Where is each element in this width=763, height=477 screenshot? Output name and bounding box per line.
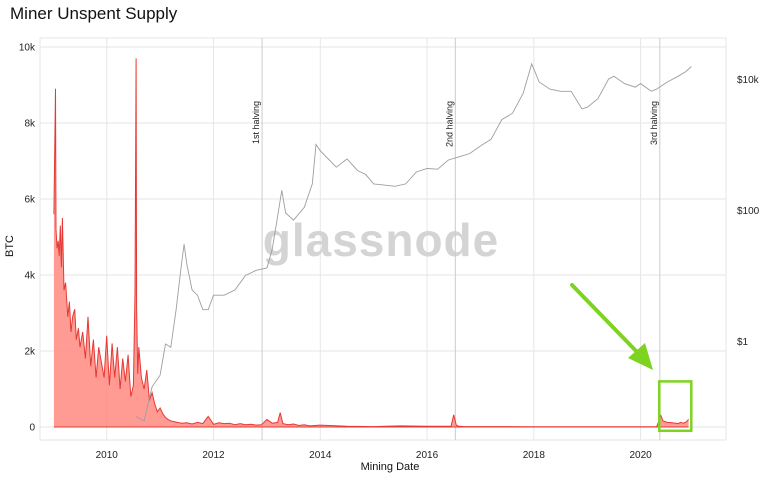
y2-tick-label: $1 — [737, 337, 749, 348]
x-tick-label: 2014 — [309, 450, 332, 461]
y2-tick-label: $10k — [737, 75, 760, 86]
plot-frame — [39, 37, 727, 441]
glassnode-watermark: glassnode — [263, 214, 500, 266]
grid-layer — [39, 37, 727, 441]
highlight-arrow-head — [628, 343, 653, 370]
supply-series — [53, 58, 689, 428]
y-tick-label: 8k — [24, 119, 36, 130]
highlight-box — [658, 380, 693, 433]
y2-tick-label: $100 — [737, 206, 760, 217]
x-tick-label: 2020 — [629, 450, 652, 461]
price-series — [135, 62, 692, 422]
halving-label: 3rd halving — [649, 101, 659, 145]
x-tick-label: 2016 — [416, 450, 439, 461]
x-tick-label: 2012 — [202, 450, 225, 461]
x-tick-label: 2010 — [96, 450, 119, 461]
supply-area — [53, 58, 689, 428]
supply-line — [53, 58, 689, 428]
x-tick-label: 2018 — [523, 450, 546, 461]
y-tick-label: 4k — [24, 271, 36, 282]
y-axis-label: BTC — [4, 235, 16, 257]
highlight-annotation — [570, 283, 693, 433]
x-axis-label: Mining Date — [361, 461, 420, 473]
halving-lines: 1st halving 2nd halving 3rd halving — [251, 38, 661, 440]
axes: 0 2k 4k 6k 8k 10k 2010 2012 2014 2016 2018 2020 $1 $1… — [19, 43, 760, 462]
y-tick-label: 0 — [29, 423, 35, 434]
halving-label: 1st halving — [251, 101, 261, 144]
halving-label: 2nd halving — [444, 101, 454, 147]
y-tick-label: 6k — [24, 195, 36, 206]
price-line — [135, 62, 692, 422]
highlight-arrow-shaft — [570, 283, 640, 355]
y-tick-label: 2k — [24, 347, 36, 358]
y-tick-label: 10k — [19, 43, 36, 54]
chart-title: Miner Unspent Supply — [10, 4, 178, 23]
